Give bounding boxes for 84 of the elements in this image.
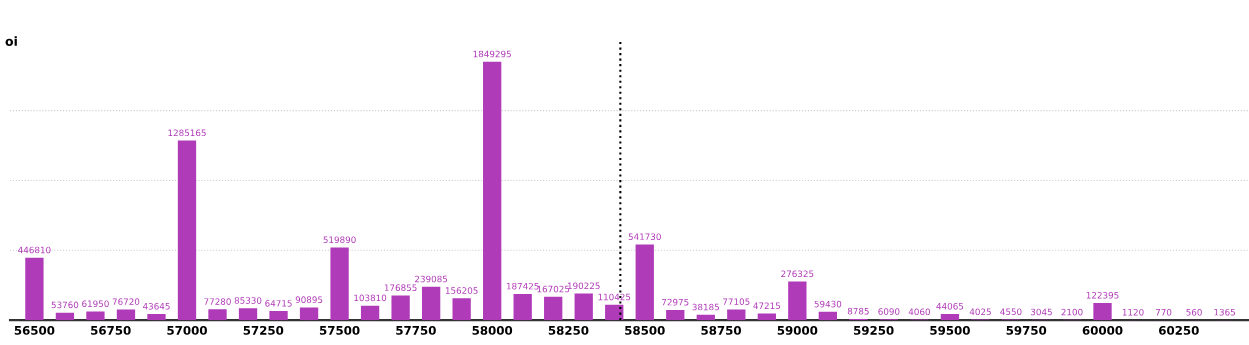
data-label: 1285165 (168, 129, 206, 137)
data-label: 1365 (1214, 308, 1235, 316)
bar (513, 293, 532, 321)
data-label: 276325 (781, 270, 814, 278)
data-label: 85330 (234, 297, 262, 304)
bar (483, 61, 502, 321)
data-label: 61950 (82, 300, 109, 308)
bar (391, 295, 410, 321)
data-label: 167025 (537, 285, 570, 293)
data-label: 4060 (908, 308, 930, 316)
data-label: 187425 (506, 282, 539, 290)
x-tick-label: 58000 (472, 325, 513, 335)
data-label: 4550 (1000, 308, 1022, 316)
data-label: 43645 (142, 302, 170, 310)
data-label: 90895 (295, 296, 323, 303)
x-tick-label: 57250 (243, 325, 284, 335)
x-tick-label: 57500 (319, 325, 360, 335)
data-label: 122395 (1086, 291, 1119, 299)
bar (788, 281, 807, 321)
bar (452, 298, 471, 321)
bar (940, 314, 960, 321)
bar (635, 244, 654, 321)
bar (330, 247, 349, 321)
data-label: 8785 (847, 307, 869, 315)
bar (116, 309, 136, 321)
x-tick-label: 58750 (701, 325, 742, 335)
data-label: 156205 (445, 287, 478, 294)
bar (360, 305, 380, 321)
data-label: 77280 (204, 298, 231, 305)
data-label: 3045 (1031, 308, 1052, 316)
data-label: 38185 (692, 303, 719, 311)
data-label: 53760 (51, 301, 79, 309)
data-label: 176855 (384, 284, 417, 291)
data-label: 6090 (878, 308, 900, 315)
x-tick-label: 58500 (625, 325, 665, 335)
data-label: 77105 (723, 298, 750, 305)
bar (727, 309, 746, 321)
data-label: 4025 (969, 308, 991, 316)
x-tick-label: 59500 (930, 325, 970, 335)
bar (818, 311, 838, 321)
bar (269, 311, 288, 321)
x-tick-label: 57000 (167, 325, 207, 335)
data-label: 47215 (753, 302, 780, 310)
x-tick-label: 60250 (1159, 325, 1199, 335)
bar (696, 314, 715, 321)
bar (1093, 303, 1112, 321)
x-tick-label: 57750 (396, 325, 436, 335)
data-label: 1120 (1122, 308, 1144, 316)
x-tick-label: 56500 (14, 325, 55, 335)
data-label: 72975 (662, 298, 689, 306)
bar (86, 311, 105, 321)
data-label: 541730 (628, 233, 661, 240)
bar (605, 304, 624, 321)
bar (25, 257, 44, 321)
data-label: 560 (1186, 308, 1202, 316)
data-label: 239085 (415, 275, 448, 283)
bar (147, 314, 166, 321)
bar (574, 293, 593, 321)
bar (421, 286, 441, 321)
data-label: 770 (1155, 308, 1172, 316)
data-label: 519890 (323, 236, 356, 244)
x-tick-label: 56750 (91, 325, 131, 335)
bar (544, 296, 563, 321)
x-tick-label: 58250 (548, 325, 589, 335)
bar (299, 307, 319, 321)
data-label: 59430 (814, 300, 842, 308)
bar (666, 309, 685, 321)
data-label: 446810 (18, 246, 51, 254)
data-label: 110425 (598, 293, 631, 301)
x-tick-label: 59000 (777, 325, 818, 335)
bar (177, 140, 197, 321)
x-tick-label: 59750 (1006, 325, 1047, 335)
x-tick-label: 59250 (854, 325, 894, 335)
x-tick-label: 60000 (1082, 325, 1123, 335)
bar (55, 312, 75, 321)
data-label: 1849295 (473, 50, 511, 58)
data-label: 64715 (265, 300, 292, 307)
data-label: 103810 (354, 294, 387, 302)
bar (238, 308, 258, 321)
data-label: 76720 (112, 298, 140, 305)
y-axis-title: oi (5, 36, 17, 46)
data-label: 2100 (1061, 308, 1083, 316)
bar (208, 309, 227, 321)
data-label: 44065 (936, 302, 964, 310)
